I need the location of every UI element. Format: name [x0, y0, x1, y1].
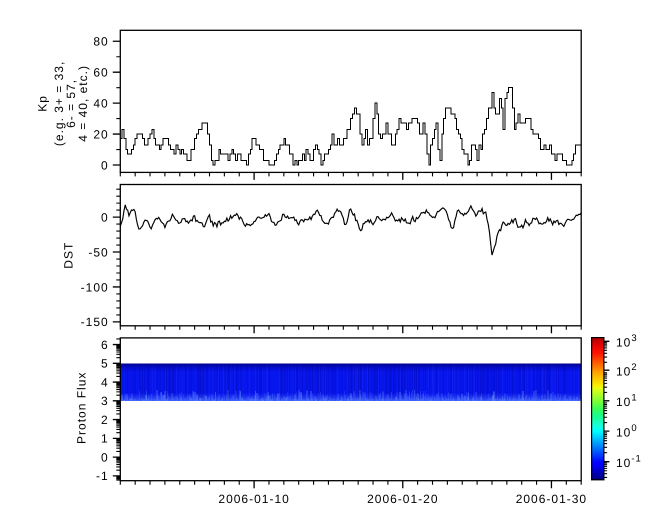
svg-text:DST: DST	[62, 242, 76, 269]
svg-text:40: 40	[93, 96, 108, 110]
svg-text:0: 0	[101, 450, 109, 464]
svg-text:Kp: Kp	[36, 95, 50, 112]
svg-text:(e.g. 3+ = 33,: (e.g. 3+ = 33,	[52, 61, 66, 146]
svg-text:80: 80	[93, 35, 108, 49]
svg-text:5: 5	[101, 357, 109, 371]
svg-text:-1: -1	[96, 469, 109, 483]
svg-text:2006-01-10: 2006-01-10	[218, 492, 289, 506]
svg-text:2006-01-30: 2006-01-30	[516, 492, 587, 506]
svg-text:-50: -50	[88, 245, 108, 259]
svg-text:4: 4	[101, 375, 109, 389]
svg-text:60: 60	[93, 66, 108, 80]
svg-text:4 = 40, etc.): 4 = 40, etc.)	[76, 65, 90, 142]
svg-text:6: 6	[101, 338, 109, 352]
svg-text:-150: -150	[81, 315, 109, 329]
svg-text:0: 0	[101, 210, 109, 224]
svg-text:1: 1	[101, 432, 109, 446]
svg-text:2: 2	[101, 413, 109, 427]
svg-text:20: 20	[93, 127, 108, 141]
svg-text:6- = 57,: 6- = 57,	[64, 79, 78, 128]
svg-text:0: 0	[101, 158, 109, 172]
svg-text:2006-01-20: 2006-01-20	[367, 492, 438, 506]
svg-text:3: 3	[101, 394, 109, 408]
svg-text:-100: -100	[81, 280, 109, 294]
svg-text:Proton Flux: Proton Flux	[75, 372, 89, 444]
